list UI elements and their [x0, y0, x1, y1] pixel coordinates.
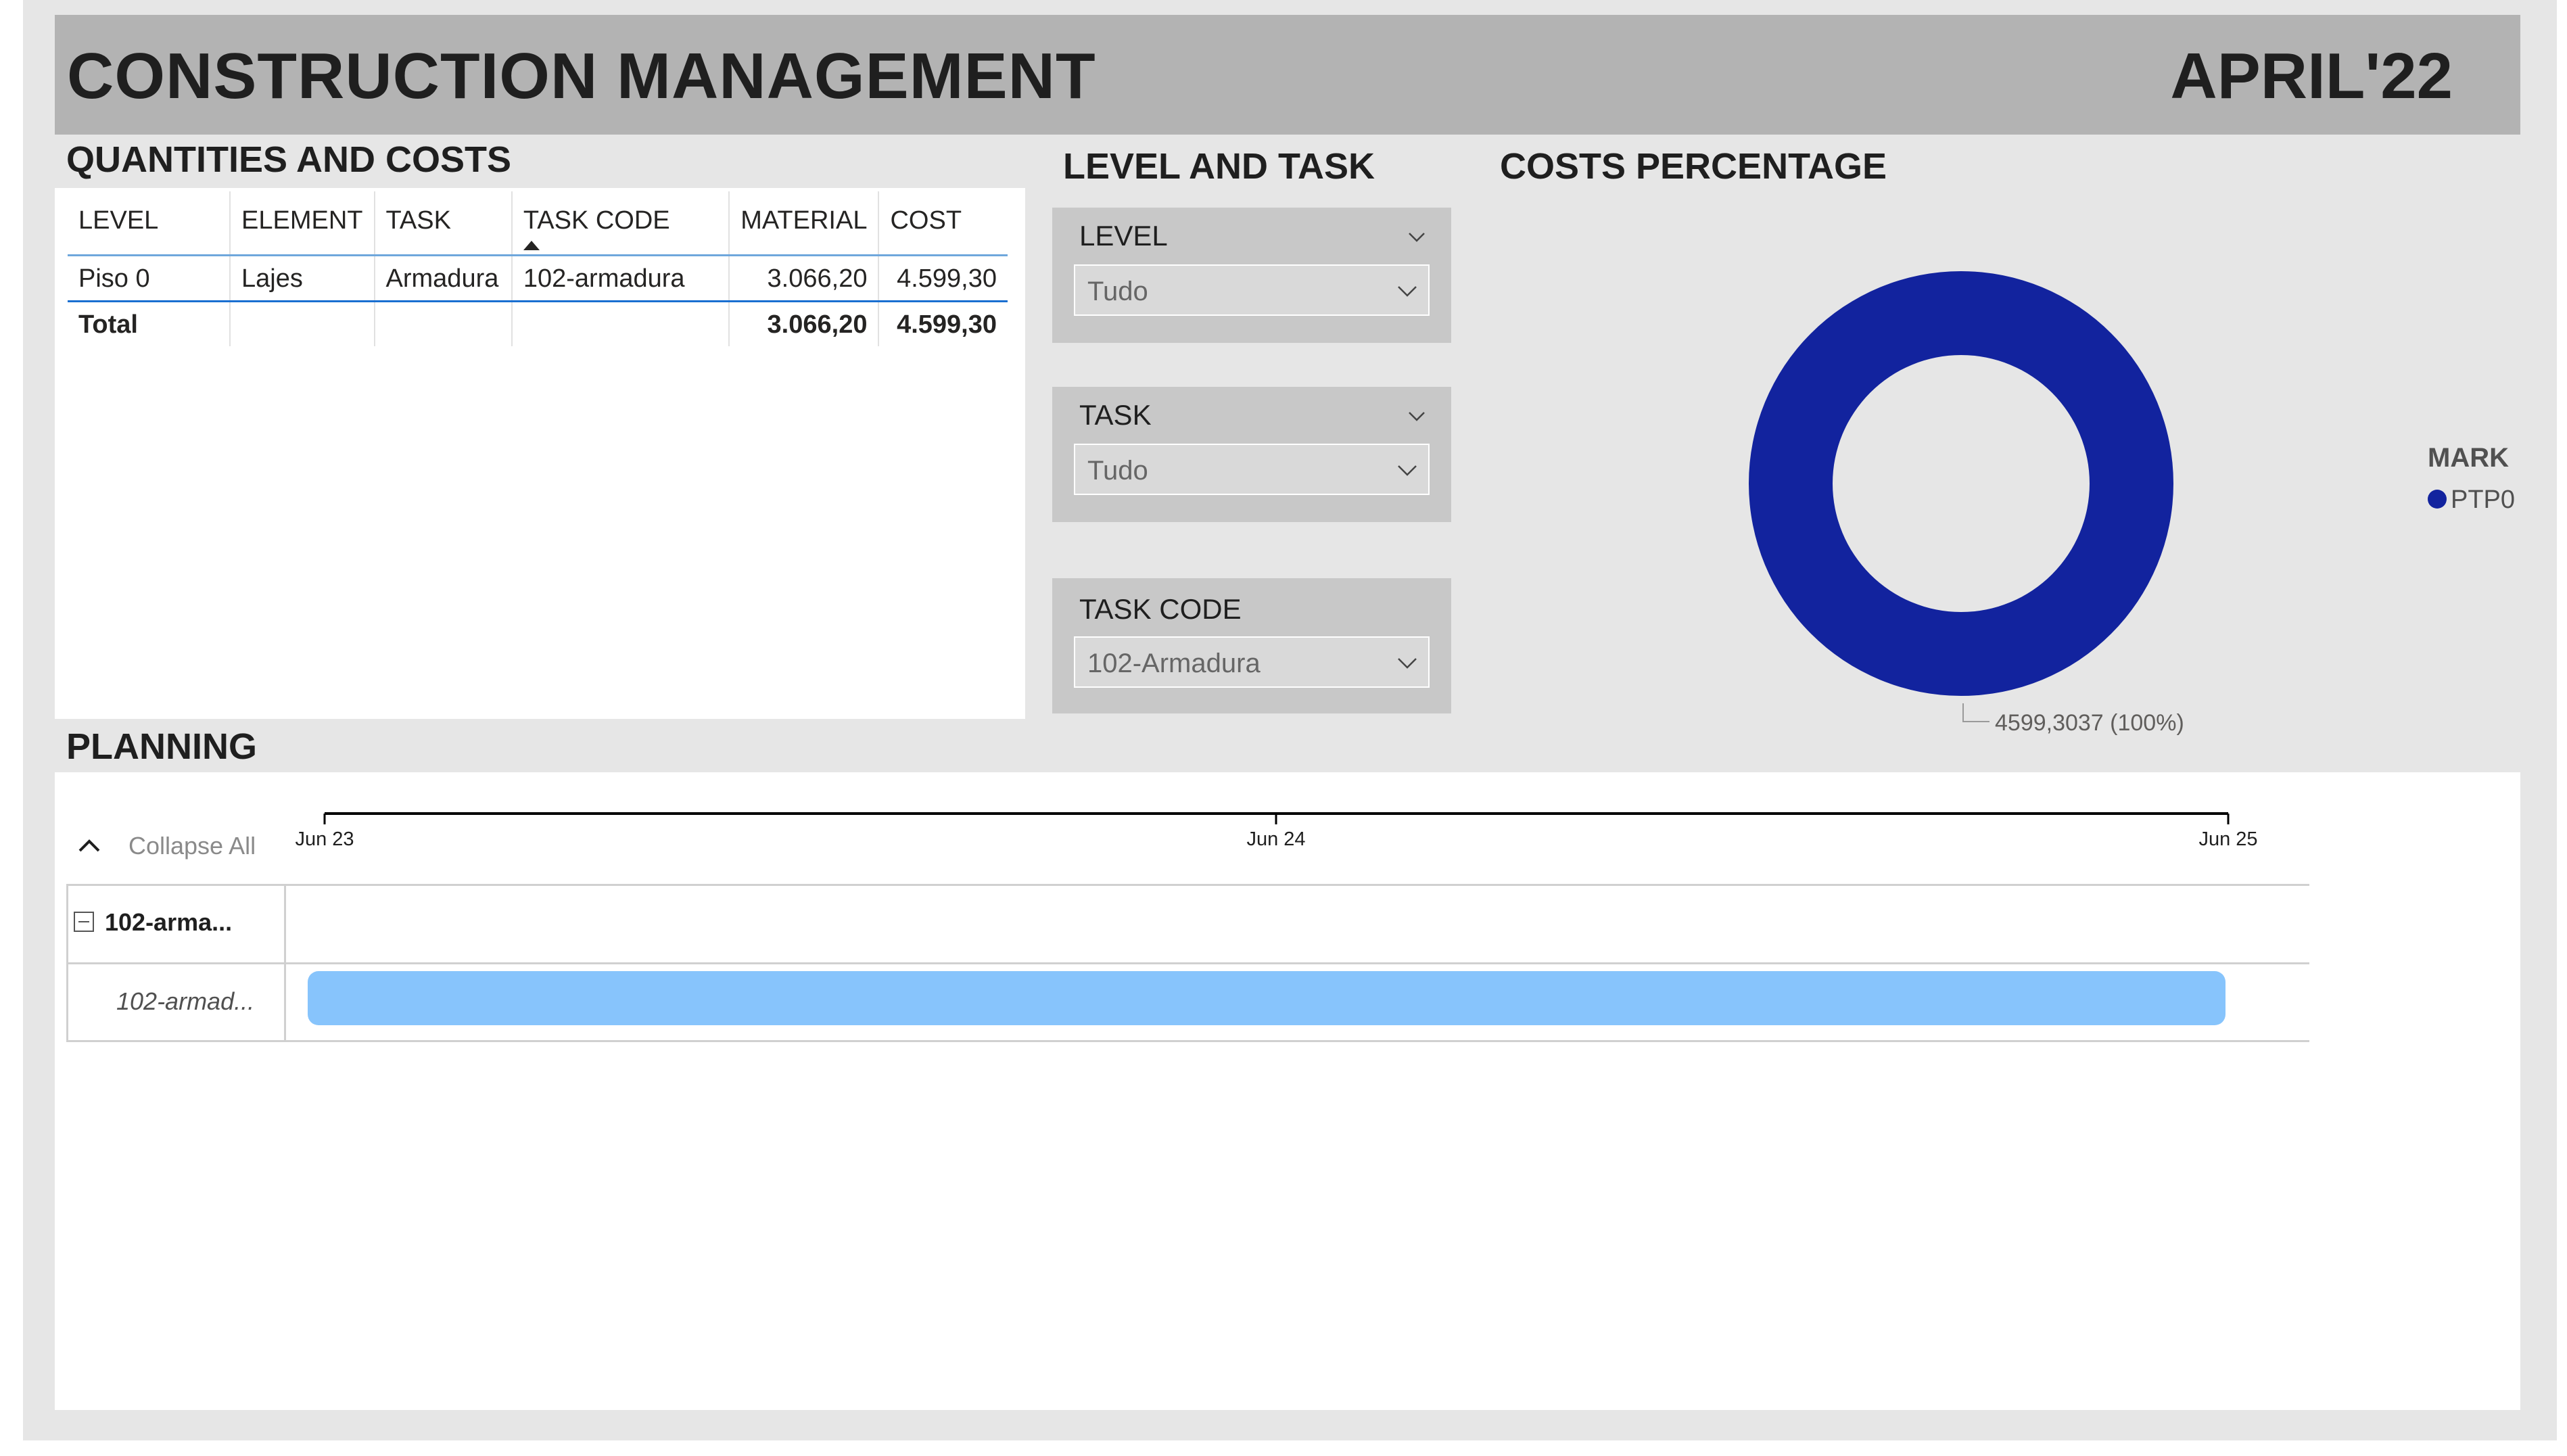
- level-dropdown-value: Tudo: [1087, 277, 1148, 306]
- column-header-level[interactable]: LEVEL: [68, 191, 231, 256]
- page-title: CONSTRUCTION MANAGEMENT: [67, 40, 1096, 112]
- gantt-divider: [284, 884, 286, 1042]
- task-dropdown-value: Tudo: [1087, 456, 1148, 486]
- task-code-dropdown-value: 102-Armadura: [1087, 649, 1261, 678]
- legend-item-label: PTP0: [2451, 486, 2516, 514]
- column-header-task-code-label: TASK CODE: [523, 206, 670, 235]
- cell-task-code: 102-armadura: [511, 255, 730, 302]
- legend-title: MARK: [2428, 443, 2509, 473]
- total-material: 3.066,20: [729, 300, 880, 346]
- collapse-all-label: Collapse All: [128, 832, 256, 860]
- total-empty-cell: [230, 300, 375, 346]
- data-label-leader-line: [1962, 703, 1989, 722]
- chevron-down-icon: [1398, 465, 1417, 476]
- total-label: Total: [68, 300, 231, 346]
- filters-section-title: LEVEL AND TASK: [1063, 146, 1375, 187]
- table-header-row: LEVEL ELEMENT TASK TASK CODE MATERIAL CO…: [68, 191, 1008, 256]
- collapse-all-button[interactable]: Collapse All: [76, 832, 256, 860]
- gantt-task-bar[interactable]: [308, 971, 2225, 1025]
- gantt-divider: [66, 1040, 2309, 1042]
- planning-section-title: PLANNING: [66, 726, 257, 767]
- cell-cost: 4.599,30: [897, 264, 997, 293]
- report-date: APRIL'22: [2170, 40, 2453, 112]
- timeline-tick-label: Jun 23: [295, 828, 354, 850]
- gantt-divider: [66, 884, 68, 1042]
- column-header-element[interactable]: ELEMENT: [230, 191, 375, 256]
- legend-item[interactable]: PTP0: [2428, 486, 2515, 515]
- table-row[interactable]: Piso 0 Lajes Armadura 102-armadura 3.066…: [68, 255, 1008, 302]
- task-code-slicer-title: TASK CODE: [1079, 593, 1242, 625]
- cell-level: Piso 0: [68, 255, 231, 302]
- collapse-group-icon[interactable]: [74, 912, 94, 932]
- task-code-dropdown[interactable]: 102-Armadura: [1074, 636, 1430, 688]
- sort-ascending-icon: [523, 241, 540, 250]
- report-header: CONSTRUCTION MANAGEMENT APRIL'22: [55, 15, 2520, 135]
- legend-marker: [2428, 489, 2447, 509]
- column-header-task[interactable]: TASK: [374, 191, 513, 256]
- gantt-task-label[interactable]: 102-armad...: [116, 987, 255, 1015]
- task-code-slicer: TASK CODE 102-Armadura: [1052, 578, 1451, 713]
- column-header-material[interactable]: MATERIAL: [729, 191, 880, 256]
- donut-data-label: 4599,3037 (100%): [1995, 710, 2184, 736]
- chevron-down-icon[interactable]: [1408, 228, 1426, 245]
- chevron-down-icon: [1398, 658, 1417, 669]
- task-dropdown[interactable]: Tudo: [1074, 444, 1430, 495]
- cell-task: Armadura: [374, 255, 513, 302]
- total-empty-cell: [511, 300, 730, 346]
- quantities-section-title: QUANTITIES AND COSTS: [66, 139, 512, 180]
- column-header-cost[interactable]: COST: [878, 191, 1008, 256]
- timeline-axis: [323, 812, 2230, 824]
- gantt-divider: [66, 962, 2309, 964]
- level-dropdown[interactable]: Tudo: [1074, 264, 1430, 316]
- level-slicer: LEVEL Tudo: [1052, 208, 1451, 343]
- level-slicer-title: LEVEL: [1079, 220, 1168, 252]
- chevron-down-icon[interactable]: [1408, 407, 1426, 425]
- chevron-up-icon: [78, 839, 100, 852]
- cell-material: 3.066,20: [729, 255, 880, 302]
- planning-gantt-panel: [55, 772, 2520, 1410]
- quantities-table: LEVEL ELEMENT TASK TASK CODE MATERIAL CO…: [68, 191, 1008, 346]
- donut-slice[interactable]: [1749, 271, 2173, 696]
- timeline-tick-label: Jun 24: [1246, 828, 1306, 850]
- task-slicer-title: TASK: [1079, 399, 1152, 431]
- gantt-divider: [66, 884, 2309, 886]
- chevron-down-icon: [1398, 286, 1417, 297]
- cell-element: Lajes: [230, 255, 375, 302]
- total-empty-cell: [374, 300, 513, 346]
- total-cost: 4.599,30: [878, 300, 1008, 346]
- gantt-group-label[interactable]: 102-arma...: [105, 908, 233, 936]
- table-total-row: Total 3.066,20 4.599,30: [68, 300, 1008, 346]
- column-header-task-code[interactable]: TASK CODE: [511, 191, 730, 256]
- task-slicer: TASK Tudo: [1052, 387, 1451, 522]
- costs-donut-chart: [1749, 271, 2173, 696]
- costs-section-title: COSTS PERCENTAGE: [1500, 146, 1887, 187]
- timeline-tick-label: Jun 25: [2198, 828, 2258, 850]
